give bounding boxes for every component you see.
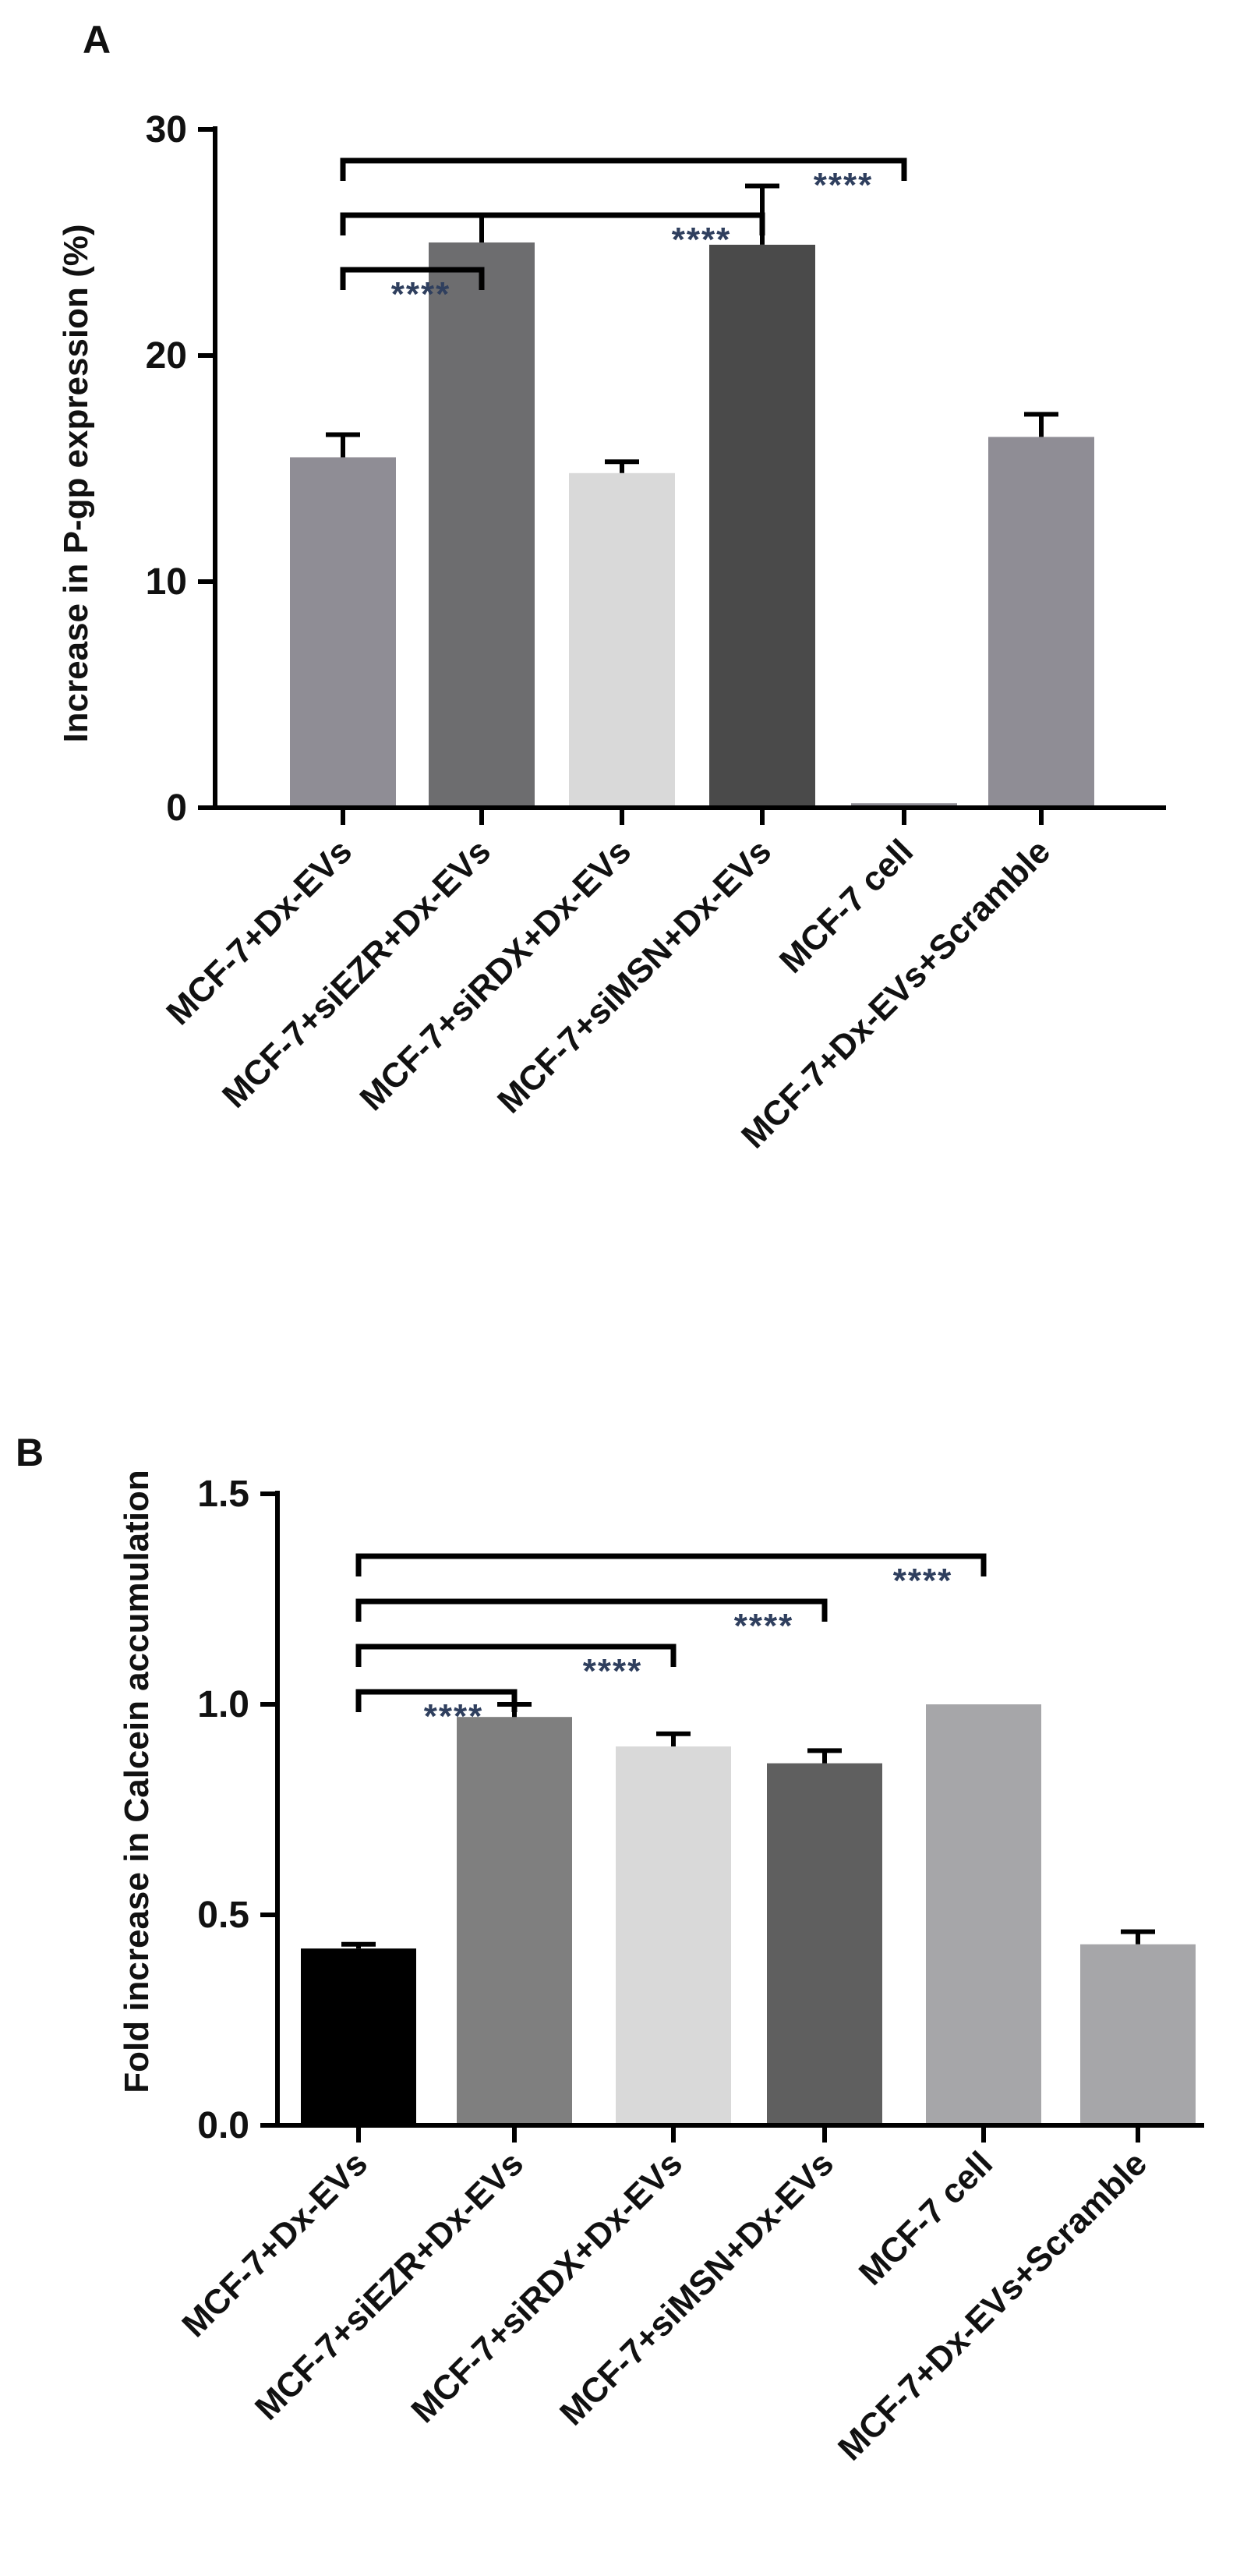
x-category-label: MCF-7 cell [852, 2144, 1000, 2292]
y-tick-label: 0.5 [197, 1895, 249, 1936]
y-tick-label: 0.0 [197, 2105, 249, 2146]
significance-bracket [340, 267, 485, 290]
panel-a-letter: A [83, 18, 111, 62]
error-bar-6 [1024, 412, 1058, 437]
significance-label: **** [734, 1607, 794, 1645]
significance-bracket [355, 1689, 518, 1712]
significance-bracket [355, 1553, 987, 1576]
y-tick-label: 1.0 [197, 1684, 249, 1725]
bar-4 [767, 1763, 882, 2125]
significance-label: **** [583, 1652, 643, 1690]
x-category-label: MCF-7+siEZR+Dx-EVs [248, 2144, 531, 2427]
error-bar-6 [1121, 1929, 1155, 1944]
significance-bracket [355, 1644, 677, 1667]
x-category-label: MCF-7+siRDX+Dx-EVs [352, 832, 638, 1118]
y-tick-label: 10 [146, 561, 187, 603]
error-bar-1 [326, 432, 360, 458]
bar-3 [569, 472, 675, 808]
error-bar-1 [341, 1941, 376, 1949]
x-category-label: MCF-7+siEZR+Dx-EVs [215, 832, 498, 1115]
panel-b-chart: B Fold increase in Calcein accumulation … [16, 1431, 1204, 2468]
x-category-label: MCF-7 cell [772, 832, 920, 980]
bar-4 [709, 244, 815, 808]
panel-a-chart: A Increase in P-gp expression (%) 0 10 20 3… [57, 18, 1166, 1155]
y-tick-label: 1.5 [197, 1474, 249, 1515]
y-tick-label: 0 [166, 787, 187, 829]
bar-6 [988, 437, 1094, 808]
x-category-label: MCF-7+siMSN+Dx-EVs [490, 832, 779, 1120]
error-bar-4 [807, 1748, 842, 1764]
significance-bracket [340, 212, 765, 235]
significance-label: **** [391, 275, 451, 313]
error-bar-3 [656, 1731, 691, 1746]
significance-label: **** [424, 1697, 484, 1736]
bar-3 [616, 1746, 731, 2125]
bar-2 [457, 1717, 572, 2125]
panel-a-y-axis-label: Increase in P-gp expression (%) [57, 224, 95, 742]
bar-6 [1080, 1944, 1196, 2125]
panel-b-letter: B [16, 1431, 44, 1474]
significance-bracket [340, 157, 907, 181]
x-category-label: MCF-7+Dx-EVs+Scramble [831, 2144, 1154, 2468]
significance-label: **** [672, 221, 732, 259]
panel-b-y-axis-label: Fold increase in Calcein accumulation [118, 1470, 156, 2093]
error-bar-2 [465, 213, 499, 242]
y-tick-label: 30 [146, 109, 187, 150]
significance-bracket [355, 1598, 828, 1622]
error-bar-3 [605, 459, 639, 473]
bar-1 [290, 457, 396, 808]
bar-1 [301, 1948, 416, 2125]
significance-label: **** [893, 1562, 953, 1600]
bar-2 [429, 242, 535, 808]
bar-5 [926, 1704, 1041, 2125]
x-category-label: MCF-7+siRDX+Dx-EVs [404, 2144, 690, 2430]
x-category-label: MCF-7+siMSN+Dx-EVs [553, 2144, 841, 2433]
y-tick-label: 20 [146, 335, 187, 377]
significance-label: **** [814, 166, 874, 204]
